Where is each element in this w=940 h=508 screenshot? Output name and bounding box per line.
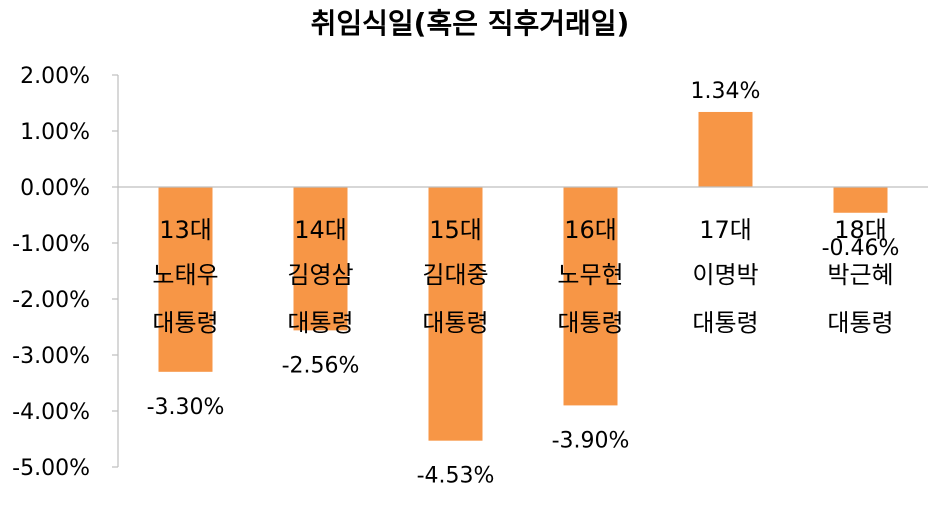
- bar: [698, 111, 753, 187]
- category-label: 김영삼: [287, 261, 353, 289]
- y-tick-label: -2.00%: [12, 288, 90, 313]
- y-tick-label: -3.00%: [12, 344, 90, 369]
- y-tick-label: -5.00%: [12, 456, 90, 481]
- y-tick-label: 2.00%: [20, 64, 90, 89]
- category-label: 13대: [159, 216, 212, 244]
- category-label: 대통령: [422, 309, 488, 337]
- chart-title: 취임식일(혹은 직후거래일): [310, 7, 630, 40]
- category-label: 17대: [699, 216, 752, 244]
- data-label: -3.30%: [147, 395, 225, 420]
- category-label: 14대: [294, 216, 347, 244]
- category-label: 대통령: [692, 309, 758, 337]
- bar: [833, 187, 888, 213]
- category-label: 대통령: [557, 309, 623, 337]
- category-label: 노무현: [557, 261, 623, 289]
- data-label: -4.53%: [417, 464, 495, 489]
- bar: [563, 187, 618, 406]
- y-tick-label: 1.00%: [20, 120, 90, 145]
- category-label: 대통령: [827, 309, 893, 337]
- category-label: 이명박: [692, 261, 758, 289]
- category-label: 김대중: [422, 261, 488, 289]
- category-label: 15대: [429, 216, 482, 244]
- data-label: 1.34%: [691, 79, 761, 104]
- data-label: -3.90%: [552, 428, 630, 453]
- y-tick-label: -1.00%: [12, 232, 90, 257]
- bar: [293, 187, 348, 331]
- data-label: -2.56%: [282, 353, 360, 378]
- category-label: 노태우: [152, 261, 218, 289]
- bar: [158, 187, 213, 372]
- bar: [428, 187, 483, 441]
- category-label: 16대: [564, 216, 617, 244]
- y-tick-label: -4.00%: [12, 400, 90, 425]
- category-label: 박근혜: [827, 261, 893, 289]
- category-label: 18대: [834, 216, 887, 244]
- y-tick-label: 0.00%: [20, 176, 90, 201]
- category-label: 대통령: [152, 309, 218, 337]
- data-label: -0.46%: [822, 236, 900, 261]
- category-label: 대통령: [287, 309, 353, 337]
